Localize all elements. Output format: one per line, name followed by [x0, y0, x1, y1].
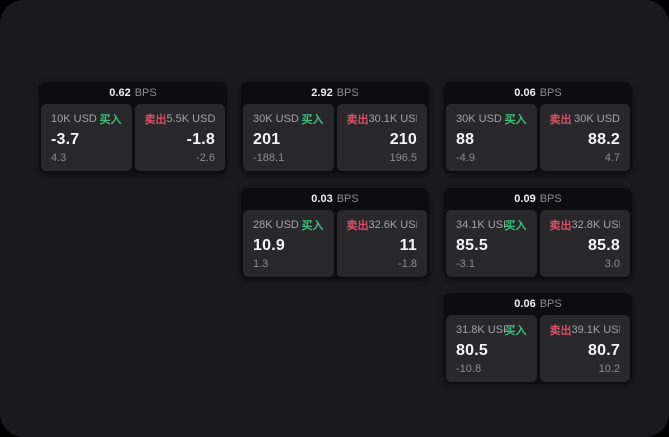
bps-value: 0.03	[311, 193, 333, 205]
buy-price: 85.5	[456, 236, 488, 254]
sell-delta: 10.2	[598, 363, 620, 375]
buy-price: -3.7	[51, 130, 80, 148]
sell-tag: 卖出	[549, 114, 572, 126]
card-header: 0.62 BPS	[39, 82, 227, 104]
sell-amount: 32.8K USD	[571, 219, 621, 231]
buy-tag: 买入	[504, 220, 527, 232]
bps-unit: BPS	[134, 87, 157, 99]
bps-unit: BPS	[539, 87, 562, 99]
sell-tag: 卖出	[549, 220, 572, 232]
buy-tag: 买入	[301, 114, 324, 126]
buy-amount: 30K USD	[253, 113, 299, 125]
bps-value: 0.09	[514, 193, 536, 205]
sell-delta: -1.8	[398, 258, 417, 270]
card-header: 2.92 BPS	[241, 82, 429, 104]
quote-card: 2.92 BPS 30K USD 买入 201 -188.1 卖出 30.1K …	[241, 82, 429, 173]
sell-price: 80.7	[588, 341, 620, 359]
sell-tag: 卖出	[144, 114, 167, 126]
sell-panel[interactable]: 卖出 30.1K USD 210 196.5	[336, 104, 427, 171]
buy-delta: 4.3	[51, 152, 67, 164]
sell-tag: 卖出	[549, 325, 572, 337]
card-body: 30K USD 买入 201 -188.1 卖出 30.1K USD 210 1…	[243, 104, 427, 171]
bps-unit: BPS	[539, 193, 562, 205]
buy-tag: 买入	[301, 220, 324, 232]
sell-amount: 32.6K USD	[368, 219, 418, 231]
sell-panel[interactable]: 卖出 32.8K USD 85.8 3.0	[539, 210, 630, 277]
card-body: 28K USD 买入 10.9 1.3 卖出 32.6K USD 11 -1.8	[243, 210, 427, 277]
buy-amount: 28K USD	[253, 219, 299, 231]
buy-panel[interactable]: 34.1K USD 买入 85.5 -3.1	[446, 210, 537, 277]
sell-price: 85.8	[588, 236, 620, 254]
sell-delta: 196.5	[389, 152, 417, 164]
bps-unit: BPS	[336, 193, 359, 205]
card-body: 31.8K USD 买入 80.5 -10.8 卖出 39.1K USD 80.…	[446, 315, 630, 382]
card-body: 10K USD 买入 -3.7 4.3 卖出 5.5K USD -1.8 -2.…	[41, 104, 225, 171]
sell-tag: 卖出	[346, 114, 369, 126]
sell-amount: 5.5K USD	[166, 113, 216, 125]
buy-tag: 买入	[504, 114, 527, 126]
quote-card: 0.03 BPS 28K USD 买入 10.9 1.3 卖出 32.6K US…	[241, 188, 429, 279]
buy-price: 201	[253, 130, 281, 148]
buy-amount: 34.1K USD	[456, 219, 505, 231]
buy-price: 88	[456, 130, 475, 148]
sell-panel[interactable]: 卖出 39.1K USD 80.7 10.2	[539, 315, 630, 382]
sell-panel[interactable]: 卖出 32.6K USD 11 -1.8	[336, 210, 427, 277]
sell-price: 210	[389, 130, 417, 148]
sell-delta: 4.7	[604, 152, 620, 164]
sell-amount: 30K USD	[574, 113, 620, 125]
buy-delta: -3.1	[456, 258, 475, 270]
buy-panel[interactable]: 31.8K USD 买入 80.5 -10.8	[446, 315, 537, 382]
sell-amount: 39.1K USD	[571, 324, 621, 336]
sell-price: 88.2	[588, 130, 620, 148]
buy-price: 80.5	[456, 341, 488, 359]
buy-tag: 买入	[504, 325, 527, 337]
sell-price: 11	[399, 236, 417, 254]
buy-delta: 1.3	[253, 258, 269, 270]
buy-panel[interactable]: 30K USD 买入 201 -188.1	[243, 104, 334, 171]
sell-tag: 卖出	[346, 220, 369, 232]
bps-unit: BPS	[336, 87, 359, 99]
sell-panel[interactable]: 卖出 5.5K USD -1.8 -2.6	[134, 104, 225, 171]
card-header: 0.03 BPS	[241, 188, 429, 210]
buy-delta: -188.1	[253, 152, 285, 164]
card-header: 0.06 BPS	[444, 293, 632, 315]
quote-card: 0.62 BPS 10K USD 买入 -3.7 4.3 卖出 5.5K USD…	[39, 82, 227, 173]
card-header: 0.09 BPS	[444, 188, 632, 210]
buy-delta: -4.9	[456, 152, 475, 164]
quote-card: 0.06 BPS 31.8K USD 买入 80.5 -10.8 卖出 39.1…	[444, 293, 632, 384]
buy-tag: 买入	[99, 114, 122, 126]
bps-value: 0.06	[514, 298, 536, 310]
buy-panel[interactable]: 28K USD 买入 10.9 1.3	[243, 210, 334, 277]
quote-card: 0.09 BPS 34.1K USD 买入 85.5 -3.1 卖出 32.8K…	[444, 188, 632, 279]
sell-delta: -2.6	[196, 152, 215, 164]
card-header: 0.06 BPS	[444, 82, 632, 104]
buy-panel[interactable]: 10K USD 买入 -3.7 4.3	[41, 104, 132, 171]
bps-unit: BPS	[539, 298, 562, 310]
buy-price: 10.9	[253, 236, 285, 254]
buy-amount: 31.8K USD	[456, 324, 505, 336]
bps-value: 0.06	[514, 87, 536, 99]
card-body: 34.1K USD 买入 85.5 -3.1 卖出 32.8K USD 85.8…	[446, 210, 630, 277]
sell-delta: 3.0	[604, 258, 620, 270]
bps-value: 2.92	[311, 87, 333, 99]
buy-amount: 10K USD	[51, 113, 97, 125]
quote-card: 0.06 BPS 30K USD 买入 88 -4.9 卖出 30K USD 8…	[444, 82, 632, 173]
buy-amount: 30K USD	[456, 113, 502, 125]
card-body: 30K USD 买入 88 -4.9 卖出 30K USD 88.2 4.7	[446, 104, 630, 171]
sell-amount: 30.1K USD	[368, 113, 418, 125]
sell-panel[interactable]: 卖出 30K USD 88.2 4.7	[539, 104, 630, 171]
sell-price: -1.8	[186, 130, 215, 148]
buy-delta: -10.8	[456, 363, 482, 375]
bps-value: 0.62	[109, 87, 131, 99]
buy-panel[interactable]: 30K USD 买入 88 -4.9	[446, 104, 537, 171]
